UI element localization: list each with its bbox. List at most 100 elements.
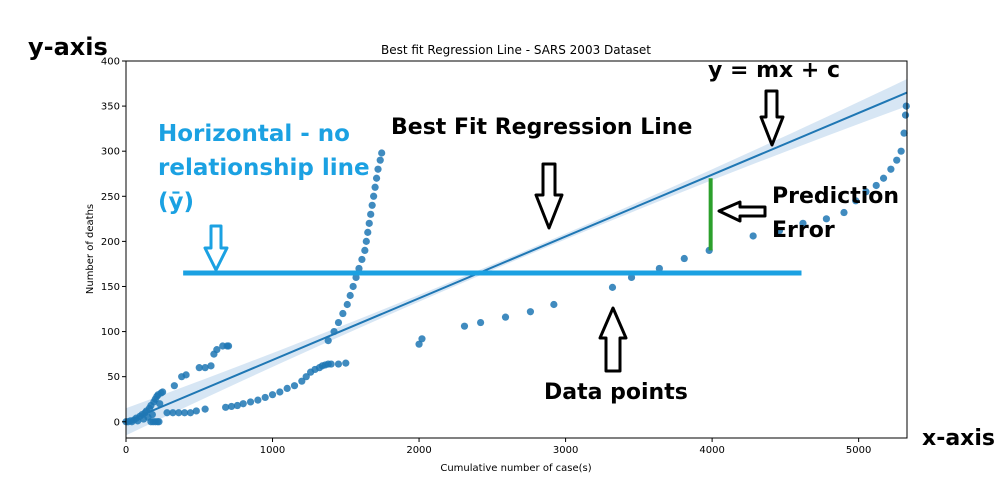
data-point (460, 322, 469, 330)
x-axis-annotation: x-axis (922, 426, 995, 451)
data-point (302, 373, 310, 381)
prediction-annotation-line1: Prediction (772, 184, 900, 209)
data-point (207, 362, 215, 370)
horizontal-annotation-line3: (ȳ) (158, 189, 195, 215)
x-ticks: 0 1000 2000 3000 4000 5000 (123, 438, 871, 456)
y-tick-label: 300 (101, 147, 120, 158)
data-point (897, 147, 905, 155)
data-point (902, 102, 910, 110)
data-point (477, 318, 485, 327)
data-point (192, 407, 200, 415)
data-point (201, 364, 209, 372)
y-tick-label: 400 (101, 57, 120, 68)
data-points-annotation: Data points (544, 380, 688, 405)
data-point (362, 237, 370, 245)
best-fit-annotation: Best Fit Regression Line (391, 115, 693, 140)
data-point (355, 264, 363, 273)
data-point (368, 201, 376, 209)
data-point (370, 192, 378, 200)
x-tick-label: 0 (123, 445, 129, 456)
data-point (627, 273, 636, 282)
data-point (169, 409, 177, 417)
data-point (879, 174, 888, 182)
data-point (372, 174, 381, 182)
y-ticks: 0 50 100 150 200 250 300 350 400 (101, 57, 126, 428)
y-tick-label: 0 (114, 417, 120, 428)
data-point (501, 313, 510, 321)
data-point (349, 282, 357, 291)
data-point (608, 283, 617, 291)
data-point (374, 165, 382, 173)
data-point (181, 409, 189, 417)
data-point (268, 391, 277, 399)
data-point (822, 215, 831, 223)
data-point (901, 111, 910, 119)
data-point (324, 336, 332, 345)
data-point (159, 388, 167, 396)
data-point (893, 156, 901, 164)
horizontal-annotation-line1: Horizontal - no (158, 121, 350, 147)
y-axis-label: Number of deaths (85, 204, 96, 294)
arrow-down-best-fit (534, 162, 564, 230)
data-points (122, 102, 910, 426)
data-point (283, 384, 291, 392)
data-point (365, 219, 373, 227)
data-point (346, 291, 354, 300)
data-point (862, 188, 870, 196)
data-point (358, 255, 366, 264)
data-point (334, 318, 343, 327)
data-point (900, 129, 908, 137)
arrow-up-data-points (598, 306, 628, 373)
plot-frame (125, 60, 908, 439)
y-tick-label: 350 (101, 102, 120, 113)
data-point (339, 309, 347, 318)
data-point (680, 254, 688, 263)
x-tick-label: 3000 (553, 445, 578, 456)
x-axis-label: Cumulative number of case(s) (440, 463, 591, 474)
data-point (887, 165, 895, 173)
data-point (227, 402, 236, 411)
data-point (371, 183, 379, 191)
data-point (239, 400, 247, 408)
data-point (156, 400, 164, 408)
y-axis-annotation: y-axis (28, 33, 108, 61)
data-point (155, 418, 163, 426)
data-point (213, 346, 221, 354)
equation-annotation: y = mx + c (708, 58, 840, 83)
data-point (415, 340, 423, 348)
data-point (201, 405, 209, 413)
data-point (163, 409, 171, 417)
y-tick-label: 150 (101, 282, 120, 293)
data-point (361, 246, 369, 255)
horizontal-annotation-line2: relationship line (158, 155, 370, 181)
data-point (222, 403, 230, 411)
data-point (852, 197, 860, 205)
data-point (526, 308, 535, 316)
data-point (246, 398, 255, 406)
data-point (378, 149, 386, 157)
data-point (186, 409, 195, 417)
data-point (367, 210, 375, 218)
arrow-left-prediction (717, 200, 767, 223)
data-point (418, 335, 426, 343)
data-point (175, 409, 183, 417)
data-point (749, 232, 757, 240)
y-tick-label: 200 (101, 237, 120, 248)
y-tick-label: 100 (101, 327, 120, 338)
data-point (327, 360, 335, 368)
data-point (364, 228, 372, 236)
data-point (224, 342, 233, 350)
data-point (775, 226, 784, 235)
y-tick-label: 50 (107, 372, 120, 383)
arrow-down-horizontal (203, 224, 229, 272)
prediction-annotation-line2: Error (772, 218, 835, 243)
data-point (655, 264, 663, 273)
data-point (233, 401, 241, 410)
data-point (840, 208, 848, 217)
data-point (550, 300, 558, 309)
y-tick-label: 250 (101, 192, 120, 203)
x-tick-label: 2000 (406, 445, 431, 456)
data-point (148, 410, 156, 419)
data-point (195, 364, 203, 372)
